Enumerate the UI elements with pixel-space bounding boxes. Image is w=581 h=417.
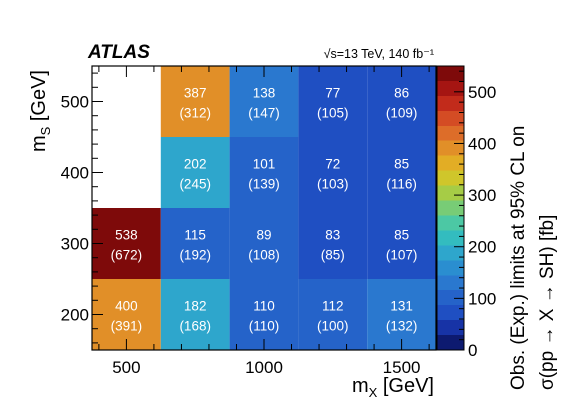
colorbar-tick-label: 300: [468, 186, 496, 205]
heatmap-cell: [229, 66, 299, 137]
experiment-label: ATLAS: [87, 42, 150, 63]
cell-expected-label: (147): [248, 106, 280, 121]
cell-observed-label: 182: [184, 299, 207, 314]
y-tick-label: 200: [61, 306, 89, 325]
cell-observed-label: 86: [394, 86, 409, 101]
colorbar-tick-label: 100: [468, 289, 496, 308]
heatmap-cell-labels: 400 (391) 182 (168) 110 (110) 112 (100) 131 (132)…: [111, 86, 418, 334]
heatmap-cells: [92, 66, 436, 350]
cell-expected-label: (672): [111, 248, 143, 263]
cell-expected-label: (312): [179, 106, 211, 121]
heatmap-cell: [160, 66, 230, 137]
heatmap-cell: [367, 208, 436, 279]
heatmap-cell: [160, 208, 230, 279]
colorbar-tick-label: 0: [468, 341, 477, 360]
cell-expected-label: (105): [317, 106, 349, 121]
cell-observed-label: 387: [184, 86, 207, 101]
x-axis-label-unit: [GeV]: [377, 375, 434, 397]
cell-expected-label: (139): [248, 177, 280, 192]
colorbar: [436, 65, 465, 351]
cell-expected-label: (107): [386, 248, 418, 263]
y-axis-label-unit: [GeV]: [28, 70, 50, 127]
heatmap-cell: [298, 137, 368, 208]
colorbar-tick-label: 200: [468, 238, 496, 257]
cell-observed-label: 538: [115, 228, 138, 243]
y-axis-label-main: m: [28, 135, 50, 152]
x-tick-label: 500: [112, 358, 140, 377]
cell-expected-label: (192): [179, 248, 211, 263]
cell-observed-label: 131: [390, 299, 413, 314]
cell-observed-label: 202: [184, 157, 207, 172]
cell-expected-label: (391): [111, 319, 143, 334]
cell-observed-label: 85: [394, 157, 409, 172]
x-tick-label: 1500: [383, 358, 421, 377]
x-tick-label: 1000: [245, 358, 283, 377]
colorbar-ticks: 0 100 200 300 400 500: [454, 70, 496, 360]
heatmap-cell: [160, 137, 230, 208]
cell-expected-label: (85): [321, 248, 345, 263]
cell-expected-label: (168): [179, 319, 211, 334]
cell-expected-label: (108): [248, 248, 280, 263]
cell-observed-label: 400: [115, 299, 138, 314]
cell-observed-label: 72: [325, 157, 340, 172]
cell-observed-label: 115: [184, 228, 206, 243]
heatmap-cell: [298, 208, 368, 279]
cell-observed-label: 83: [325, 228, 340, 243]
cell-observed-label: 138: [253, 86, 276, 101]
cell-expected-label: (100): [317, 319, 349, 334]
colorbar-tick-label: 400: [468, 134, 496, 153]
cell-observed-label: 77: [325, 86, 340, 101]
axis-ticks: 500 1000 1500 200 300 400 500: [61, 66, 430, 377]
heatmap-cell: [229, 208, 299, 279]
cell-expected-label: (116): [386, 177, 417, 192]
heatmap-cell: [92, 208, 161, 279]
cell-observed-label: 101: [253, 157, 276, 172]
colorbar-label-line1: Obs. (Exp.) limits at 95% CL on: [508, 126, 529, 390]
x-axis-label-sub: X: [369, 385, 378, 400]
colorbar-tick-label: 500: [468, 83, 496, 102]
y-axis-label: mS [GeV]: [28, 70, 53, 152]
cell-observed-label: 110: [253, 299, 275, 314]
cell-expected-label: (103): [317, 177, 349, 192]
heatmap-cell: [367, 279, 436, 350]
y-tick-label: 400: [61, 164, 89, 183]
y-tick-label: 300: [61, 235, 89, 254]
heatmap-cell: [160, 279, 230, 350]
cell-observed-label: 89: [256, 228, 271, 243]
colorbar-label-line2: σ(pp → X → SH) [fb]: [537, 215, 558, 390]
heatmap-cell: [367, 66, 436, 137]
heatmap-cell: [92, 279, 161, 350]
cell-expected-label: (245): [179, 177, 211, 192]
heatmap-cell: [367, 137, 436, 208]
cell-expected-label: (110): [249, 319, 280, 334]
cell-expected-label: (109): [386, 106, 418, 121]
cell-observed-label: 85: [394, 228, 409, 243]
heatmap-cell: [298, 66, 368, 137]
energy-label: √s=13 TeV, 140 fb⁻¹: [324, 47, 434, 61]
x-axis-label: mX [GeV]: [352, 375, 434, 400]
x-axis-label-main: m: [352, 375, 369, 397]
cell-expected-label: (132): [386, 319, 418, 334]
y-tick-label: 500: [61, 93, 89, 112]
heatmap-cell: [229, 279, 299, 350]
heatmap-cell: [298, 279, 368, 350]
y-axis-label-sub: S: [38, 126, 53, 135]
heatmap-cell: [229, 137, 299, 208]
cell-observed-label: 112: [322, 299, 344, 314]
